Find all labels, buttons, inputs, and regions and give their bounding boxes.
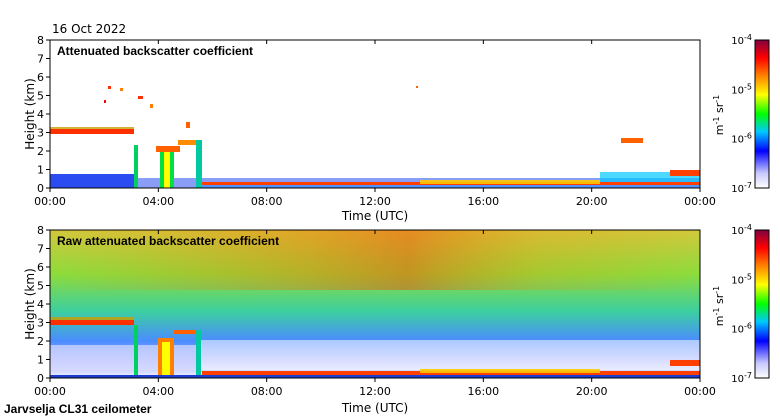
colorbar2-ticks: 10-7 10-6 10-5 10-4 [731, 223, 752, 385]
p1-elevated-feature [621, 138, 643, 143]
p1-column-2b [164, 152, 170, 188]
p2-cloud-layer-top [50, 317, 134, 320]
p2-surface-layer-2 [420, 369, 600, 373]
colorbar-tick-label: 10-5 [731, 82, 752, 96]
x-tick-label: 04:00 [142, 385, 174, 398]
p2-lowcloud [174, 330, 196, 334]
colorbar1-ticks: 10-7 10-6 10-5 10-4 [731, 33, 752, 195]
p1-speck-3 [138, 96, 143, 99]
p2-column-3 [196, 330, 201, 378]
colorbar-tick-label: 10-6 [731, 132, 752, 146]
p1-late-layer [670, 170, 700, 176]
panel-raw: Raw attenuated backscatter coefficient H… [23, 224, 716, 415]
colorbar-tick-label: 10-4 [731, 223, 752, 237]
p1-speck-2 [120, 88, 123, 91]
panel2-heatmap [50, 230, 700, 378]
y-tick-label: 7 [37, 53, 44, 66]
p1-surface-layer-2 [420, 180, 600, 184]
colorbar-tick-label: 10-4 [731, 33, 752, 47]
panel1-y-ticks: 0 1 2 3 4 5 6 7 8 [37, 34, 50, 195]
colorbar2-unit: m-1 sr-1 [712, 286, 726, 326]
p1-column-1 [134, 145, 138, 188]
y-tick-label: 3 [37, 317, 44, 330]
footer-label: Jarvselja CL31 ceilometer [4, 402, 152, 416]
panel1-title: Attenuated backscatter coefficient [57, 44, 253, 58]
colorbar-tick-label: 10-5 [731, 272, 752, 286]
x-tick-label: 04:00 [142, 195, 174, 208]
colorbar-tick-label: 10-7 [731, 181, 752, 195]
panel1-background [50, 40, 700, 188]
p2-ground-strip [50, 375, 700, 378]
p1-speck-4 [150, 104, 153, 108]
x-tick-label: 00:00 [684, 385, 716, 398]
p1-speck-6 [416, 86, 418, 88]
p1-lowcloud [156, 146, 180, 152]
y-tick-label: 0 [37, 182, 44, 195]
p2-low-clear [200, 340, 700, 370]
x-tick-label: 12:00 [359, 195, 391, 208]
x-tick-label: 16:00 [467, 195, 499, 208]
p2-cloud-layer [50, 320, 134, 325]
x-tick-label: 16:00 [467, 385, 499, 398]
p2-column-2b [162, 342, 170, 378]
panel-attenuated: Attenuated backscatter coefficient Heigh… [23, 34, 716, 223]
y-tick-label: 6 [37, 261, 44, 274]
y-tick-label: 4 [37, 108, 44, 121]
x-tick-label: 00:00 [34, 385, 66, 398]
x-tick-label: 08:00 [251, 195, 283, 208]
p1-surface-layer-3 [600, 172, 700, 182]
colorbar1-scale [754, 39, 770, 189]
panel2-title: Raw attenuated backscatter coefficient [57, 234, 279, 248]
y-tick-label: 5 [37, 280, 44, 293]
panel2-x-ticks: 00:00 04:00 08:00 12:00 16:00 20:00 00:00 [34, 230, 716, 398]
panel2-y-ticks: 0 1 2 3 4 5 6 7 8 [37, 224, 50, 385]
x-tick-label: 12:00 [359, 385, 391, 398]
panel1-heatmap [50, 86, 700, 188]
x-tick-label: 00:00 [34, 195, 66, 208]
y-tick-label: 0 [37, 372, 44, 385]
panel2-ylabel: Height (km) [23, 268, 37, 339]
colorbar-tick-label: 10-7 [731, 371, 752, 385]
y-tick-label: 8 [37, 34, 44, 47]
colorbar-2: 10-7 10-6 10-5 10-4 m-1 sr-1 [712, 223, 770, 385]
y-tick-label: 2 [37, 335, 44, 348]
p1-cloud-layer [50, 129, 134, 134]
p1-cloud-layer-top [50, 127, 134, 129]
colorbar-tick-label: 10-6 [731, 322, 752, 336]
p1-column-3 [196, 140, 202, 188]
colorbar2-scale [754, 229, 770, 379]
panel2-xlabel: Time (UTC) [341, 401, 408, 415]
y-tick-label: 6 [37, 71, 44, 84]
colorbar1-unit: m-1 sr-1 [712, 95, 726, 135]
p2-low-clear-2 [50, 345, 200, 370]
x-tick-label: 20:00 [576, 195, 608, 208]
y-tick-label: 1 [37, 164, 44, 177]
p2-warm-upper [50, 230, 700, 290]
p1-speck-7 [104, 100, 106, 103]
x-tick-label: 20:00 [576, 385, 608, 398]
panel1-xlabel: Time (UTC) [341, 209, 408, 223]
x-tick-label: 08:00 [251, 385, 283, 398]
y-tick-label: 5 [37, 90, 44, 103]
p1-lowcloud-2 [178, 140, 196, 145]
x-tick-label: 00:00 [684, 195, 716, 208]
y-tick-label: 1 [37, 354, 44, 367]
y-tick-label: 2 [37, 145, 44, 158]
y-tick-label: 3 [37, 127, 44, 140]
p1-speck-1 [108, 86, 111, 89]
p2-late-layer [670, 360, 700, 366]
panel1-ylabel: Height (km) [23, 78, 37, 149]
panel1-x-ticks: 00:00 04:00 08:00 12:00 16:00 20:00 00:00 [34, 40, 716, 208]
p1-speck-5 [186, 122, 190, 128]
y-tick-label: 4 [37, 298, 44, 311]
y-tick-label: 8 [37, 224, 44, 237]
p2-column-1 [134, 325, 138, 378]
plot-date: 16 Oct 2022 [52, 22, 126, 36]
y-tick-label: 7 [37, 243, 44, 256]
colorbar-1: 10-7 10-6 10-5 10-4 m-1 sr-1 [712, 33, 770, 195]
